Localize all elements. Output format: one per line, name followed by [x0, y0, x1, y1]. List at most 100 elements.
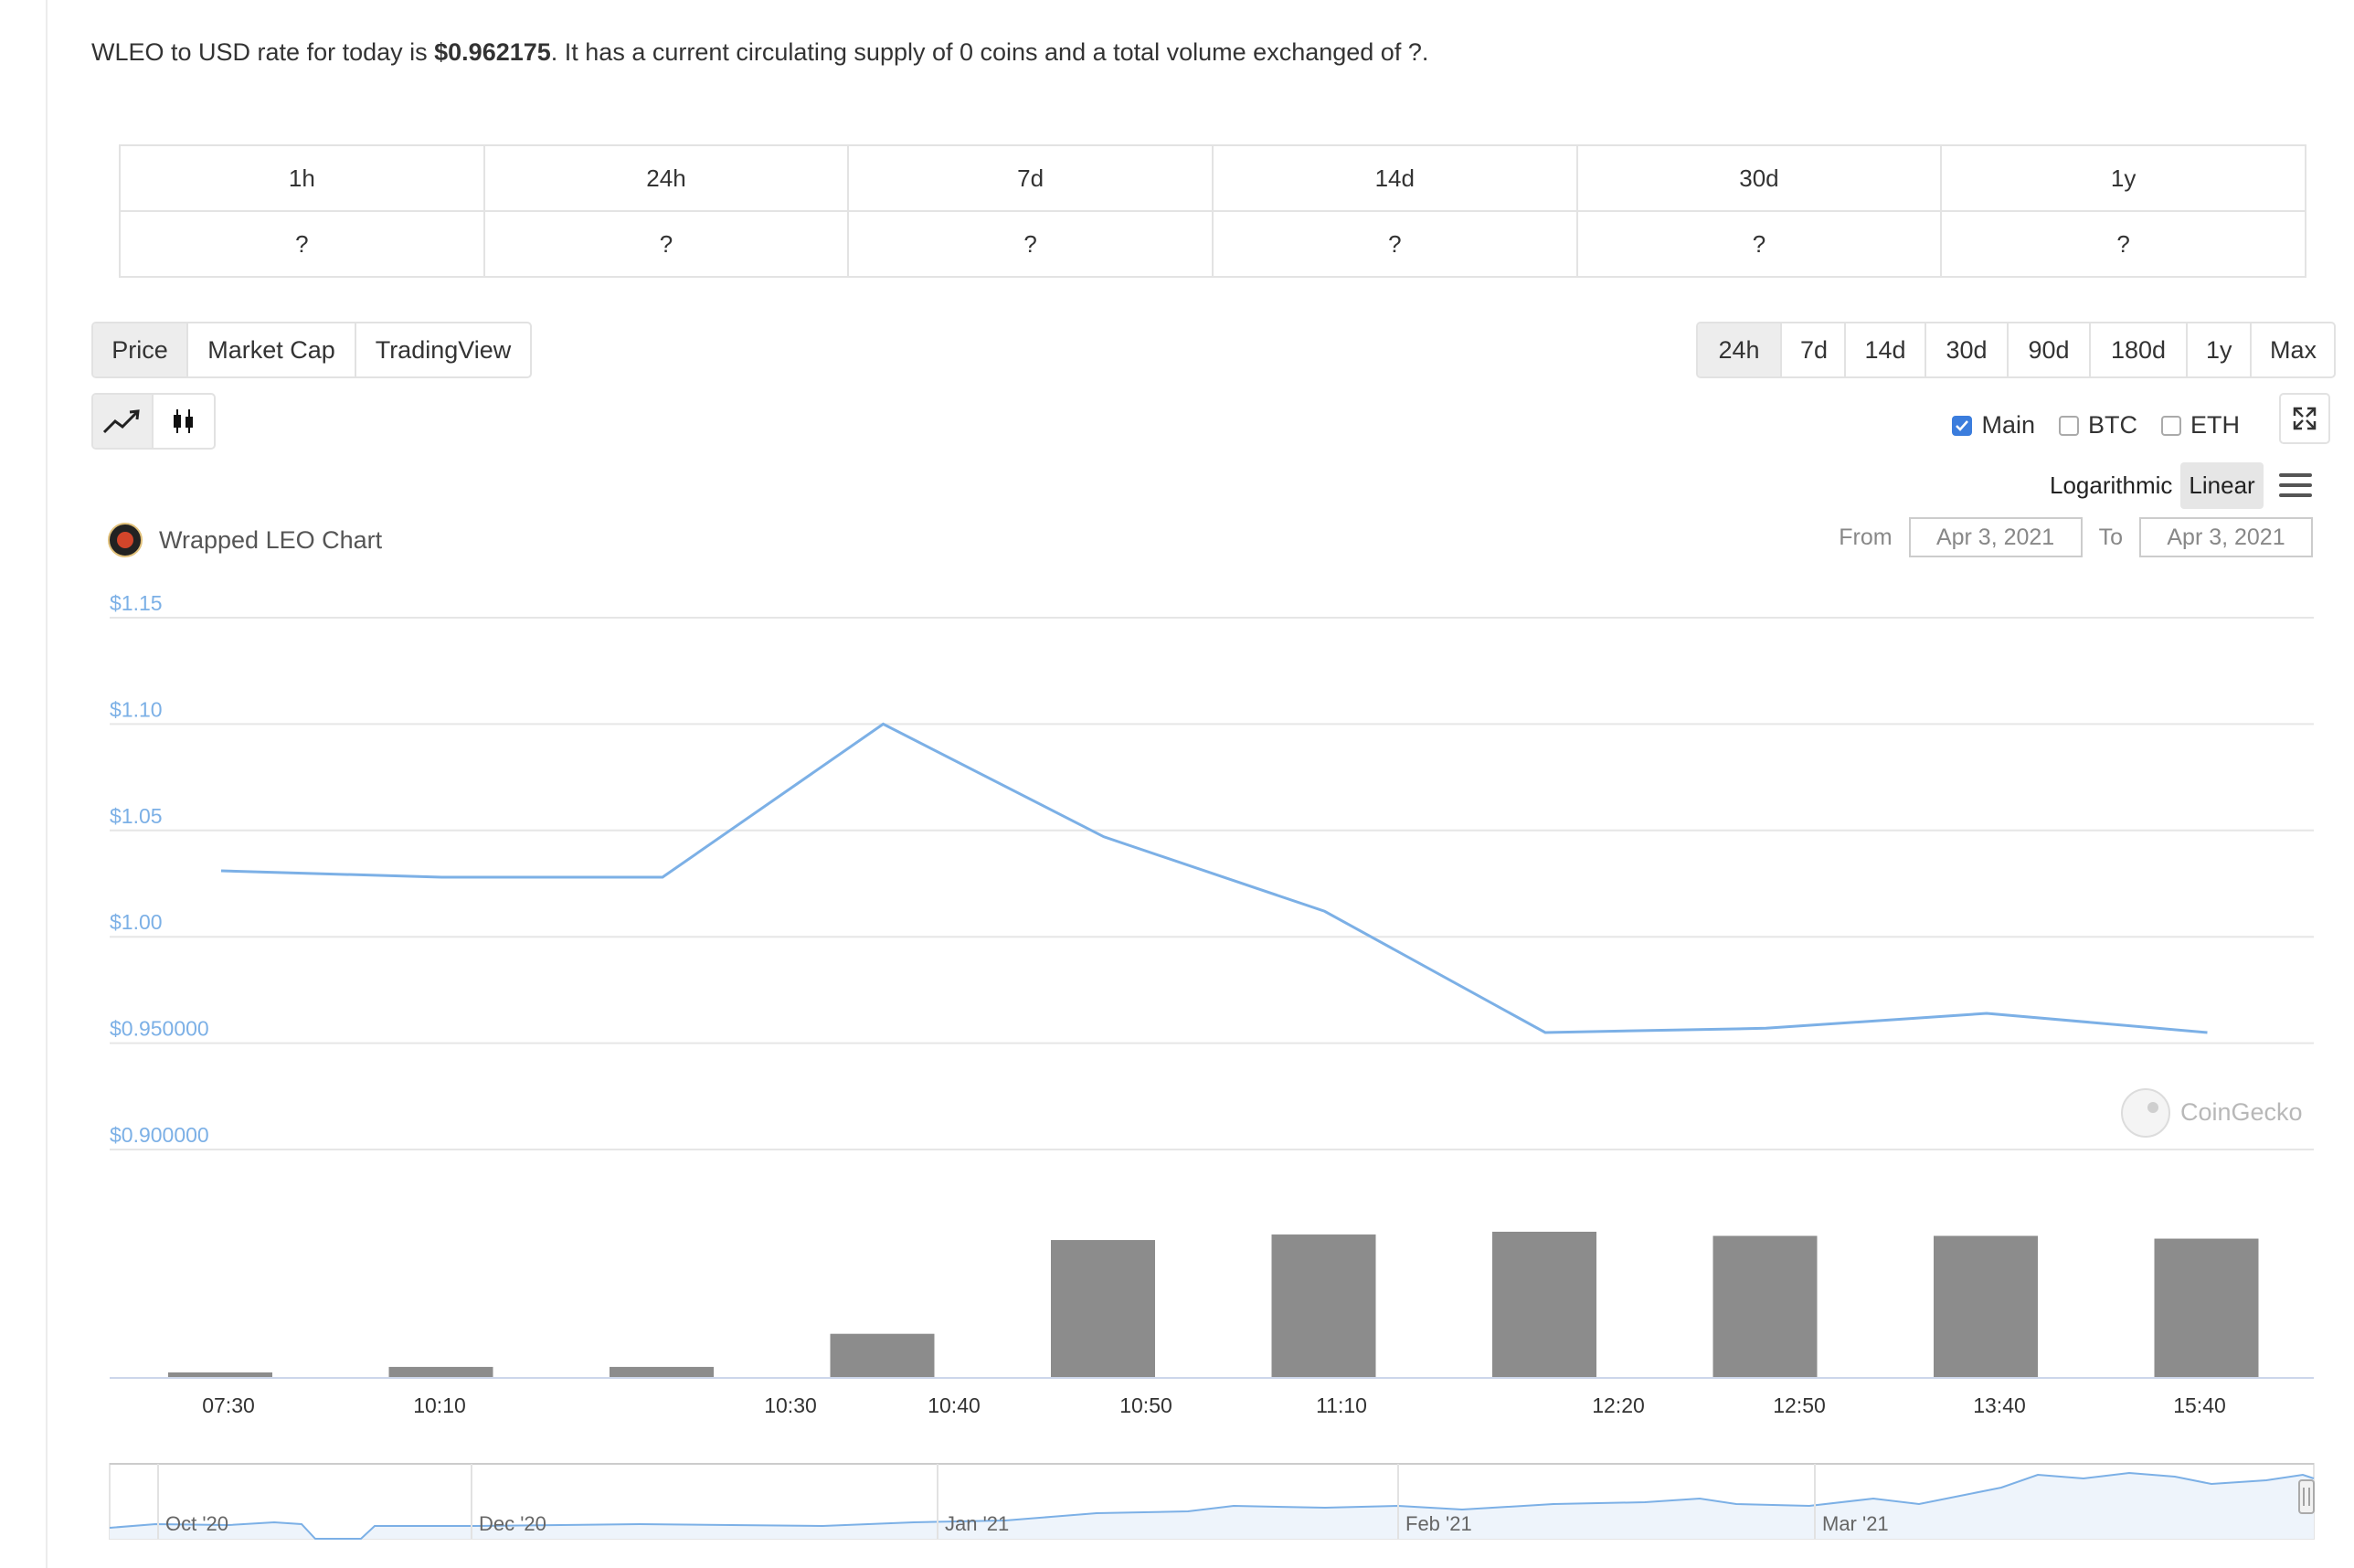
volume-bar: [1934, 1235, 2038, 1378]
performance-table: 1h 24h 7d 14d 30d 1y ? ? ? ? ? ?: [119, 144, 2306, 278]
date-range: From To: [1839, 517, 2313, 557]
navigator-labels: Oct '20 Dec '20 Jan '21 Feb '21 Mar '21: [157, 1464, 1889, 1539]
compare-eth-label: ETH: [2190, 411, 2240, 439]
from-label: From: [1839, 524, 1893, 550]
range-24h[interactable]: 24h: [1698, 323, 1782, 376]
navigator-label: Mar '21: [1822, 1512, 1889, 1535]
x-tick-label: 13:40: [1973, 1393, 2026, 1417]
perf-header-1y: 1y: [1940, 144, 2306, 212]
range-90d[interactable]: 90d: [2009, 323, 2091, 376]
tab-market-cap[interactable]: Market Cap: [188, 323, 356, 376]
perf-value-1h: ?: [119, 210, 485, 278]
chart-title-text: Wrapped LEO Chart: [159, 525, 383, 554]
navigator-label: Jan '21: [945, 1512, 1009, 1535]
perf-header-14d: 14d: [1211, 144, 1578, 212]
scale-linear[interactable]: Linear: [2180, 462, 2264, 509]
volume-bar: [1051, 1240, 1155, 1378]
wleo-logo-icon: [108, 523, 143, 557]
scale-toggle: Logarithmic Linear: [2041, 462, 2264, 509]
candlestick-button[interactable]: [154, 395, 214, 448]
perf-value-30d: ?: [1575, 210, 1943, 278]
x-tick-label: 10:30: [764, 1393, 817, 1417]
navigator-area: [110, 1473, 2314, 1539]
x-tick-label: 11:10: [1316, 1393, 1367, 1417]
volume-bar: [830, 1333, 935, 1378]
perf-value-24h: ?: [482, 210, 850, 278]
compare-btc-label: BTC: [2088, 411, 2137, 439]
intro-suffix: . It has a current circulating supply of…: [550, 38, 1429, 66]
x-tick-label: 12:20: [1592, 1393, 1645, 1417]
x-tick-label: 10:40: [928, 1393, 981, 1417]
performance-value-row: ? ? ? ? ? ?: [119, 210, 2306, 278]
x-tick-label: 15:40: [2173, 1393, 2226, 1417]
line-chart-button[interactable]: [93, 395, 154, 448]
perf-header-7d: 7d: [847, 144, 1214, 212]
checkbox-icon[interactable]: [2161, 415, 2181, 436]
tab-tradingview[interactable]: TradingView: [375, 336, 512, 364]
range-1y[interactable]: 1y: [2188, 323, 2252, 376]
to-date-input[interactable]: [2139, 517, 2313, 557]
x-axis-labels: 07:30 10:10 10:30 10:40 10:50 11:10 12:20 12:50…: [202, 1393, 2226, 1417]
checkbox-checked-icon[interactable]: [1952, 415, 1973, 436]
performance-header-row: 1h 24h 7d 14d 30d 1y: [119, 144, 2306, 212]
volume-bar: [610, 1366, 714, 1378]
y-tick-label: $1.00: [110, 910, 163, 934]
y-tick-label: $1.10: [110, 697, 163, 721]
compare-main[interactable]: Main: [1952, 411, 2035, 440]
y-tick-label: $0.900000: [110, 1123, 209, 1147]
x-tick-label: 10:50: [1119, 1393, 1172, 1417]
tab-price[interactable]: Price: [93, 323, 188, 376]
chart-tabs: Price Market Cap TradingView: [91, 322, 532, 378]
navigator-label: Feb '21: [1405, 1512, 1472, 1535]
price-line: [220, 722, 2208, 1034]
chart-grid: [110, 617, 2314, 1150]
y-tick-label: $1.05: [110, 804, 163, 828]
compare-options: Main BTC ETH: [1952, 411, 2240, 440]
volume-bar: [2154, 1238, 2259, 1378]
checkbox-icon[interactable]: [2059, 415, 2079, 436]
volume-bar: [1271, 1234, 1376, 1378]
volume-bar: [1492, 1232, 1596, 1378]
navigator[interactable]: Oct '20 Dec '20 Jan '21 Feb '21 Mar '21: [109, 1463, 2315, 1540]
chart-type-toggle: [91, 393, 216, 450]
range-14d[interactable]: 14d: [1846, 323, 1926, 376]
expand-icon: [2293, 407, 2317, 430]
left-rule: [46, 0, 48, 1568]
perf-header-30d: 30d: [1575, 144, 1943, 212]
fullscreen-button[interactable]: [2279, 393, 2330, 444]
volume-bar: [388, 1366, 493, 1378]
compare-eth[interactable]: ETH: [2161, 411, 2240, 440]
intro-text: WLEO to USD rate for today is $0.962175.…: [91, 38, 1428, 67]
volume-bar: [1712, 1235, 1818, 1378]
y-tick-label: $1.15: [110, 591, 163, 615]
perf-header-24h: 24h: [482, 144, 850, 212]
navigator-label: Oct '20: [165, 1512, 228, 1535]
range-tabs: 24h 7d 14d 30d 90d 180d 1y Max: [1696, 322, 2336, 378]
from-date-input[interactable]: [1908, 517, 2083, 557]
scale-logarithmic[interactable]: Logarithmic: [2050, 471, 2173, 499]
perf-value-14d: ?: [1211, 210, 1578, 278]
x-tick-label: 10:10: [413, 1393, 466, 1417]
range-max[interactable]: Max: [2270, 336, 2317, 364]
intro-prefix: WLEO to USD rate for today is: [91, 38, 435, 66]
volume-bars: [168, 1232, 2259, 1378]
perf-value-7d: ?: [847, 210, 1214, 278]
candlestick-icon: [174, 409, 193, 433]
perf-header-1h: 1h: [119, 144, 485, 212]
range-180d[interactable]: 180d: [2091, 323, 2188, 376]
x-tick-label: 07:30: [202, 1393, 255, 1417]
coingecko-watermark: CoinGecko: [2121, 1088, 2303, 1138]
y-tick-label: $0.950000: [110, 1017, 209, 1041]
navigator-label: Dec '20: [479, 1512, 546, 1535]
compare-btc[interactable]: BTC: [2059, 411, 2137, 440]
navigator-handle[interactable]: [2298, 1479, 2315, 1514]
hamburger-menu-icon[interactable]: [2279, 471, 2312, 499]
coingecko-logo-icon: [2121, 1088, 2170, 1138]
compare-main-label: Main: [1981, 411, 2035, 439]
range-30d[interactable]: 30d: [1926, 323, 2009, 376]
range-7d[interactable]: 7d: [1782, 323, 1846, 376]
volume-bar: [168, 1372, 272, 1378]
y-axis-labels: $1.15 $1.10 $1.05 $1.00 $0.950000 $0.900000: [110, 591, 209, 1147]
perf-value-1y: ?: [1940, 210, 2306, 278]
